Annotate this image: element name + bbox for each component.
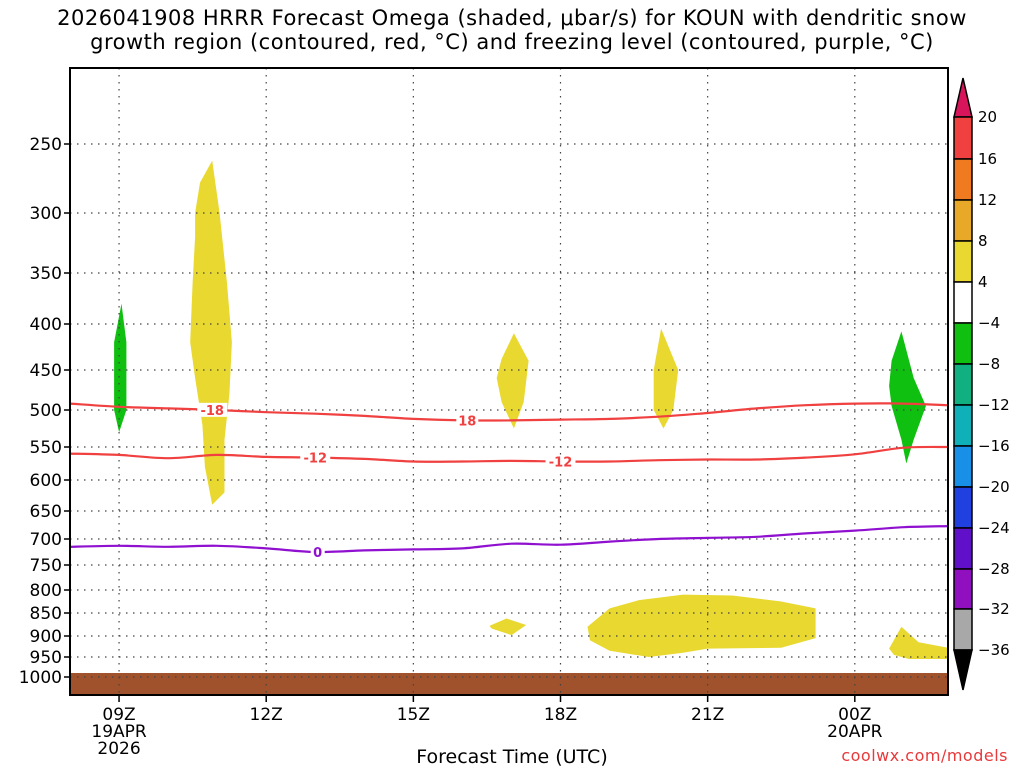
ground-surface	[70, 673, 948, 695]
colorbar-label: 12	[978, 191, 997, 209]
omega-shading-layer	[114, 160, 948, 659]
colorbar-label: −16	[978, 437, 1010, 455]
x-tick-label: 00Z	[838, 705, 871, 725]
upward-omega-green-1	[114, 303, 127, 433]
dgz-minus12-label-bg	[545, 454, 576, 469]
upward-omega-yellow-2	[496, 333, 529, 429]
y-tick-label: 650	[30, 502, 62, 522]
dgz-minus12-label: -12	[549, 456, 573, 471]
colorbar-segment	[953, 240, 973, 283]
freezing-level-line	[69, 525, 949, 554]
upward-omega-yellow-tall	[190, 160, 232, 505]
colorbar-label: −28	[978, 560, 1010, 578]
colorbar-segment	[953, 158, 973, 201]
colorbar-label: −8	[978, 355, 1000, 373]
x-tick-date: 20APR	[827, 722, 883, 742]
y-axis: 250 300 350 400 450 500 550 600 650 700 750 800 850 9…	[19, 135, 70, 688]
y-tick-label: 300	[30, 204, 62, 224]
y-tick-label: 250	[30, 135, 62, 155]
y-tick-label: 600	[30, 471, 62, 491]
upward-omega-yellow-5	[587, 594, 816, 657]
dgz-minus12-label-bg	[300, 450, 331, 465]
colorbar-label: −36	[978, 641, 1010, 659]
colorbar-segment	[953, 608, 973, 651]
x-tick-date: 19APR	[91, 722, 147, 742]
colorbar-segment	[953, 116, 973, 160]
chart-title: 2026041908 HRRR Forecast Omega (shaded, …	[0, 6, 1024, 54]
y-tick-label: 400	[30, 315, 62, 335]
plot-frame-layer	[69, 67, 949, 696]
dgz-minus12-label: -12	[304, 452, 328, 467]
x-tick-label: 18Z	[544, 705, 577, 725]
colorbar-label: 20	[978, 108, 997, 126]
contour-layer: -18 18 -12 -12 0	[69, 402, 949, 561]
x-tick-label: 15Z	[397, 705, 430, 725]
ground-layer	[70, 673, 948, 695]
colorbar-top-arrow	[953, 77, 973, 118]
dgz-minus18-label-bg	[197, 402, 228, 417]
colorbar-segment	[953, 527, 973, 570]
plot-frame	[69, 67, 949, 696]
y-tick-label: 550	[30, 438, 62, 458]
colorbar-label: −4	[978, 314, 1000, 332]
dgz-minus12-line	[69, 445, 949, 463]
colorbar-segment	[953, 363, 973, 406]
colorbar-segment	[953, 568, 973, 610]
y-tick-label: 1000	[19, 668, 62, 688]
colorbar-segment	[953, 445, 973, 488]
x-tick-year: 2026	[97, 739, 140, 759]
y-tick-label: 900	[30, 627, 62, 647]
y-tick-label: 750	[30, 556, 62, 576]
colorbar-segment	[953, 199, 973, 242]
colorbar-label: 4	[978, 273, 988, 291]
upward-omega-green-2	[889, 331, 926, 464]
chart-title-line-2: growth region (contoured, red, °C) and f…	[90, 30, 934, 54]
x-tick-label: 09Z	[102, 705, 135, 725]
colorbar-segment	[953, 322, 973, 365]
colorbar-segment	[953, 281, 973, 324]
x-tick-label: 12Z	[250, 705, 283, 725]
colorbar-segment	[953, 404, 973, 447]
y-tick-label: 500	[30, 401, 62, 421]
colorbar-label: 16	[978, 150, 997, 168]
y-tick-label: 800	[30, 581, 62, 601]
chart-title-line-1: 2026041908 HRRR Forecast Omega (shaded, …	[57, 6, 967, 30]
y-tick-label: 700	[30, 530, 62, 550]
y-tick-label: 450	[30, 361, 62, 381]
colorbar-bottom-arrow	[953, 649, 973, 691]
y-tick-label: 350	[30, 264, 62, 284]
y-tick-label: 850	[30, 604, 62, 624]
upward-omega-yellow-6	[889, 626, 948, 659]
colorbar-label: 8	[978, 232, 988, 250]
y-tick-label: 950	[30, 648, 62, 668]
x-axis-title: Forecast Time (UTC)	[416, 746, 608, 768]
colorbar-segment	[953, 486, 973, 529]
freezing-level-label: 0	[313, 546, 322, 561]
colorbar: 20 16 12 8 4 −4 −8 −12 −16 −20 −24 −28 −32 −36	[953, 77, 1010, 691]
x-tick-label: 21Z	[691, 705, 724, 725]
dgz-minus18-label: 18	[458, 414, 476, 429]
freezing-level-label-bg	[310, 544, 325, 559]
colorbar-label: −12	[978, 396, 1010, 414]
colorbar-label: −32	[978, 600, 1010, 618]
dgz-minus18-label: -18	[200, 404, 224, 419]
upward-omega-yellow-3	[653, 328, 679, 429]
upward-omega-yellow-4	[489, 618, 527, 636]
dgz-minus18-label-bg	[456, 413, 479, 428]
source-credit: coolwx.com/models	[841, 746, 1008, 765]
colorbar-label: −20	[978, 478, 1010, 496]
colorbar-label: −24	[978, 519, 1010, 537]
